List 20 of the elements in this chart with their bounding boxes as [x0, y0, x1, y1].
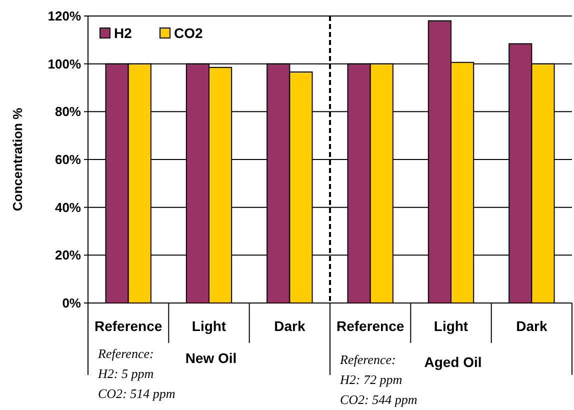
legend-label: CO2	[174, 24, 203, 41]
y-tick-label: 0%	[62, 296, 82, 311]
y-axis-title: Concentration %	[10, 107, 25, 212]
y-tick-label: 40%	[54, 200, 82, 215]
x-tick-label: Dark	[274, 318, 306, 334]
y-tick-label: 120%	[48, 8, 82, 24]
x-tick-label: Light	[434, 318, 468, 334]
y-tick-label: 80%	[54, 104, 82, 120]
text: Aged Oil	[424, 354, 482, 370]
text: New Oil	[185, 350, 237, 366]
text: Reference: H2: 5 ppm CO2: 514 ppm	[97, 346, 176, 401]
text: Reference: H2: 72 ppm CO2: 544 ppm	[339, 352, 418, 407]
x-tick-label: Dark	[516, 318, 548, 334]
y-tick-label: 60%	[54, 152, 82, 168]
x-tick-label: Reference	[336, 318, 404, 334]
legend-label: H2	[114, 24, 132, 41]
y-tick-label: 100%	[48, 56, 82, 72]
x-tick-label: Reference	[94, 318, 162, 334]
x-tick-label: Light	[192, 318, 226, 334]
y-tick-label: 20%	[54, 248, 82, 263]
